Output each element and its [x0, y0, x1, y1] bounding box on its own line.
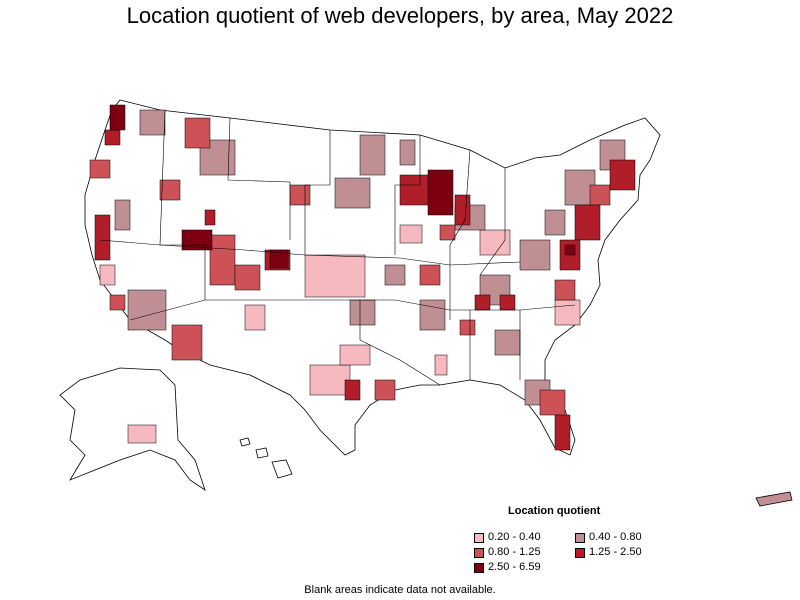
- regions-lq-0.20-0.40: [99, 224, 581, 444]
- legend-swatch: [575, 547, 585, 558]
- legend-item-0.20-0.40: 0.20 - 0.40: [474, 531, 541, 544]
- legend-swatch: [474, 532, 484, 543]
- legend-label: 0.20 - 0.40: [488, 531, 541, 543]
- legend-swatch: [474, 562, 484, 573]
- map-title: Location quotient of web developers, by …: [126, 3, 674, 28]
- legend-title: Location quotient: [508, 505, 601, 517]
- puerto-rico-outline: [755, 491, 793, 507]
- legend-item-0.40-0.80: 0.40 - 0.80: [575, 531, 642, 544]
- legend-item-0.80-1.25: 0.80 - 1.25: [474, 546, 541, 559]
- footnote: Blank areas indicate data not available.: [304, 584, 496, 596]
- legend-label: 0.80 - 1.25: [488, 546, 541, 558]
- legend-label: 2.50 - 6.59: [488, 561, 541, 573]
- state-boundaries: [99, 109, 576, 386]
- legend-label: 1.25 - 2.50: [589, 546, 642, 558]
- legend-item-1.25-2.50: 1.25 - 2.50: [575, 546, 642, 559]
- legend-swatch: [575, 532, 585, 543]
- legend-item-2.50-6.59: 2.50 - 6.59: [474, 561, 541, 574]
- hawaii-outline: [239, 437, 293, 479]
- legend-swatch: [474, 547, 484, 558]
- legend-label: 0.40 - 0.80: [589, 531, 642, 543]
